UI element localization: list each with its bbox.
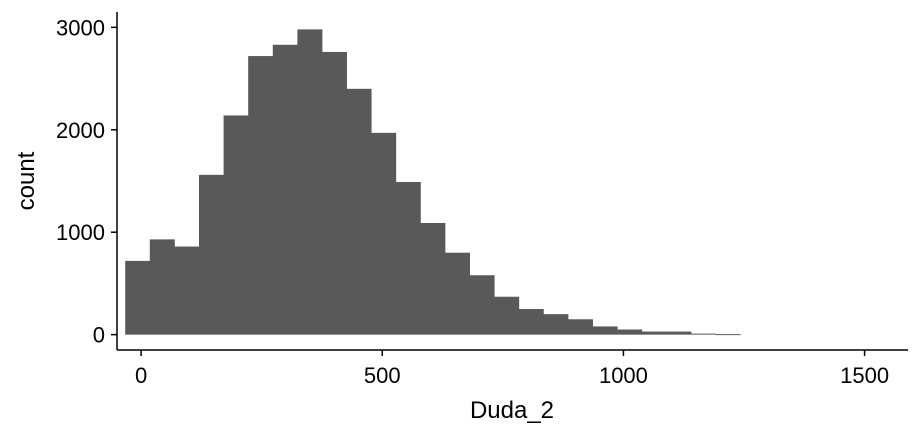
histogram-bar xyxy=(690,333,716,335)
histogram-bar xyxy=(395,182,421,335)
histogram-bar xyxy=(567,319,593,335)
histogram-bar xyxy=(321,51,347,335)
histogram-bar xyxy=(149,239,175,335)
histogram-bar xyxy=(297,29,323,335)
y-axis-ticks: 0 1000 2000 3000 xyxy=(56,15,117,348)
histogram-bar xyxy=(371,132,397,335)
y-tick-label: 3000 xyxy=(56,15,105,40)
histogram-bar xyxy=(592,326,618,335)
histogram-bars xyxy=(125,29,741,336)
histogram-bar xyxy=(248,56,274,335)
y-tick-label: 0 xyxy=(93,323,105,348)
histogram-bar xyxy=(125,260,151,335)
x-tick-label: 1000 xyxy=(599,363,648,388)
histogram-bar xyxy=(494,296,520,335)
x-tick-label: 1500 xyxy=(840,363,889,388)
histogram-bar xyxy=(174,246,200,335)
histogram-bar xyxy=(469,275,495,335)
x-axis-title: Duda_2 xyxy=(470,397,554,424)
histogram-bar xyxy=(346,88,372,335)
histogram-bar xyxy=(666,331,692,335)
histogram-bar xyxy=(617,329,643,335)
y-tick-label: 2000 xyxy=(56,118,105,143)
histogram-bar xyxy=(518,309,544,335)
x-tick-label: 0 xyxy=(135,363,147,388)
y-axis-title: count xyxy=(13,151,40,210)
y-tick-label: 1000 xyxy=(56,220,105,245)
histogram-bar xyxy=(444,252,470,335)
histogram-bar xyxy=(420,222,446,335)
x-tick-label: 500 xyxy=(364,363,401,388)
histogram-bar xyxy=(715,334,741,336)
histogram-bar xyxy=(543,314,569,335)
histogram-bar xyxy=(223,115,249,335)
x-axis-ticks: 0 500 1000 1500 xyxy=(135,350,889,388)
histogram-bar xyxy=(272,44,298,335)
histogram-bar xyxy=(641,331,667,335)
histogram-bar xyxy=(198,174,224,335)
